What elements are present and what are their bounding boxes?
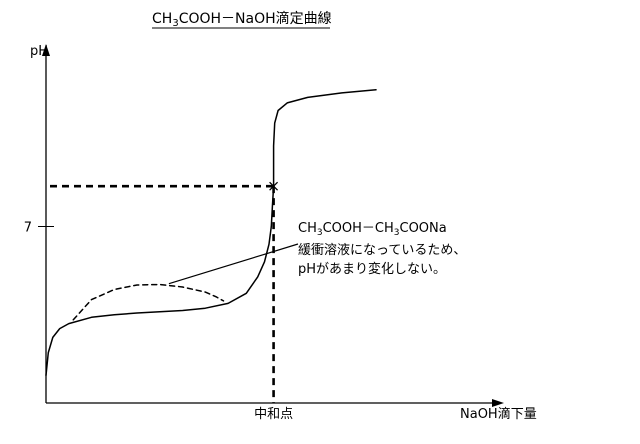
series-group	[45, 89, 377, 377]
annotation-pointer-line	[168, 243, 299, 285]
equivalence-guides	[50, 184, 275, 403]
annotation-line-1: CH3COOH－CH3COONa	[298, 221, 447, 238]
x-axis-arrow	[492, 399, 504, 407]
equivalence-marker-group	[269, 181, 279, 191]
y-tick-label-7: 7	[24, 221, 32, 236]
x-axis-label: NaOH滴下量	[460, 406, 537, 422]
y-axis-arrow	[42, 44, 50, 56]
axis-ticks: 7 中和点	[24, 221, 293, 423]
equivalence-point-marker	[269, 181, 279, 191]
titration-curve	[45, 89, 377, 377]
x-tick-label-0: 中和点	[254, 407, 293, 422]
annotation-line-3: pHがあまり変化しない。	[298, 261, 446, 277]
buffer-dashed-curve	[72, 283, 225, 321]
chart-title: CH3COOH－NaOH滴定曲線	[152, 10, 332, 29]
annotation-line-2: 緩衝溶液になっているため、	[298, 243, 466, 258]
y-axis-label: pH	[30, 44, 48, 59]
